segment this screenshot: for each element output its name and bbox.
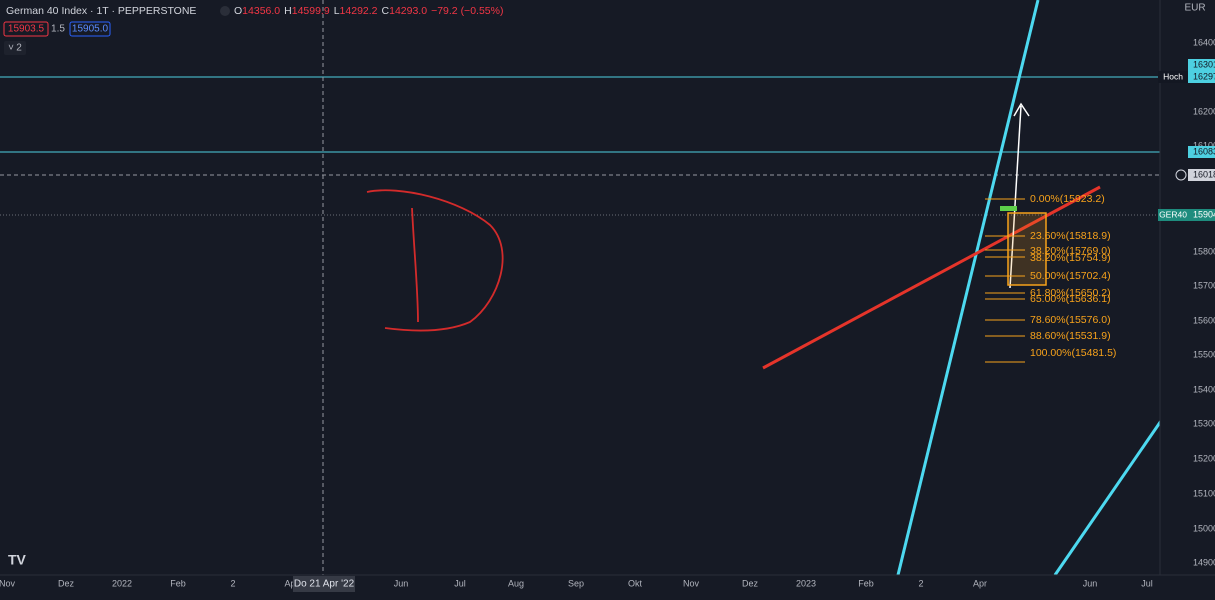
fib-label: 38.20%(15754.9) bbox=[1030, 252, 1111, 264]
ohlc-key: L bbox=[334, 5, 340, 17]
change: −79.2 (−0.55%) bbox=[431, 5, 503, 17]
freehand-drawing[interactable] bbox=[366, 189, 504, 332]
time-label: Dez bbox=[58, 578, 75, 588]
ohlc: O14356.0 H14599.9 L14292.2 C14293.0 −79.2 (−… bbox=[234, 5, 503, 17]
fib-label: 0.00%(15923.2) bbox=[1030, 193, 1105, 205]
time-axis[interactable] bbox=[0, 575, 1215, 600]
fib-label: 38.20%(15769.0) bbox=[1030, 245, 1111, 257]
crosshair-time: Do 21 Apr '22 bbox=[294, 579, 355, 590]
time-label: Jul bbox=[454, 578, 466, 588]
fib-label: 61.80%(15650.2) bbox=[1030, 287, 1111, 299]
ohlc-key: H bbox=[284, 5, 292, 17]
price-tag-name: GER40 bbox=[1159, 209, 1187, 219]
logo[interactable]: TV bbox=[8, 552, 27, 568]
marker bbox=[1000, 206, 1017, 211]
ohlc-key: C bbox=[382, 5, 390, 17]
price-label: 15100 bbox=[1193, 488, 1215, 498]
ask-box[interactable] bbox=[69, 21, 111, 37]
price-tag: 16018 bbox=[1193, 169, 1215, 179]
time-label: 2 bbox=[918, 578, 923, 588]
time-label: Jun bbox=[394, 578, 409, 588]
fib-box[interactable] bbox=[1007, 212, 1047, 286]
price-label: 16200 bbox=[1193, 106, 1215, 116]
price-label: 16400 bbox=[1193, 37, 1215, 47]
price-tag: 15904 bbox=[1193, 209, 1215, 219]
time-label: Nov bbox=[0, 578, 15, 588]
ohlc-value: 14356.0 bbox=[242, 5, 280, 17]
time-label: Sep bbox=[568, 578, 584, 588]
price-axis[interactable] bbox=[1160, 0, 1215, 600]
price-label: 15400 bbox=[1193, 384, 1215, 394]
spread: 1.5 bbox=[51, 24, 65, 35]
price-label: 16100 bbox=[1193, 140, 1215, 150]
time-label: Dez bbox=[742, 578, 759, 588]
bid-box[interactable] bbox=[3, 21, 49, 37]
price-label: 15200 bbox=[1193, 453, 1215, 463]
fib-label: 88.60%(15531.9) bbox=[1030, 330, 1111, 342]
price-tag-name-box bbox=[1158, 71, 1188, 83]
arrow[interactable] bbox=[1009, 102, 1030, 289]
price-tag-box bbox=[1188, 71, 1215, 83]
price-label: 15300 bbox=[1193, 418, 1215, 428]
crosshair-time-box bbox=[293, 576, 355, 592]
price-label: 15000 bbox=[1193, 523, 1215, 533]
chevron: ˅ bbox=[8, 43, 14, 54]
time-label: 2 bbox=[230, 578, 235, 588]
price-label: 15700 bbox=[1193, 280, 1215, 290]
time-label: Jul bbox=[1141, 578, 1153, 588]
price-tag-name: Hoch bbox=[1163, 71, 1183, 81]
time-label: Aug bbox=[508, 578, 524, 588]
price-tag-box bbox=[1188, 59, 1215, 71]
bid[interactable]: 15903.5 bbox=[8, 24, 45, 35]
time-label: Jun bbox=[1083, 578, 1098, 588]
price-tag: 16297 bbox=[1193, 71, 1215, 81]
fib-label: 23.60%(15818.9) bbox=[1030, 230, 1111, 242]
trend-line[interactable] bbox=[762, 185, 1101, 370]
time-label: Apr bbox=[973, 578, 987, 588]
price-tag-name-box bbox=[1158, 209, 1188, 221]
time-label: Nov bbox=[683, 578, 700, 588]
time-label: Ap bbox=[284, 578, 295, 588]
price-tag-box bbox=[1188, 169, 1215, 181]
time-label: Feb bbox=[170, 578, 186, 588]
fib-label: 50.00%(15702.4) bbox=[1030, 270, 1111, 282]
ohlc-value: 14293.0 bbox=[389, 5, 427, 17]
price-label: 15500 bbox=[1193, 349, 1215, 359]
fib-label: 65.00%(15636.1) bbox=[1030, 293, 1111, 305]
ohlc-key: O bbox=[234, 5, 242, 17]
trend-line[interactable] bbox=[896, 0, 1040, 576]
price-label: 15800 bbox=[1193, 246, 1215, 256]
price-tag-box bbox=[1188, 146, 1215, 158]
ask[interactable]: 15905.0 bbox=[72, 24, 109, 35]
ohlc-value: 14292.2 bbox=[340, 5, 378, 17]
indicator-count[interactable]: 2 bbox=[16, 43, 22, 54]
fib-label: 78.60%(15576.0) bbox=[1030, 314, 1111, 326]
fib-label: 100.00%(15481.5) bbox=[1030, 347, 1116, 359]
currency[interactable]: EUR bbox=[1184, 3, 1205, 14]
time-label: Okt bbox=[628, 578, 643, 588]
price-label: 14900 bbox=[1193, 557, 1215, 567]
ohlc-value: 14599.9 bbox=[292, 5, 330, 17]
add-alert[interactable] bbox=[1175, 169, 1187, 181]
time-label: 2023 bbox=[796, 578, 816, 588]
fib-lines bbox=[985, 198, 1025, 363]
price-tag-box bbox=[1188, 209, 1215, 221]
price-label: 15600 bbox=[1193, 315, 1215, 325]
price-tag: 16083 bbox=[1193, 146, 1215, 156]
trend-line[interactable] bbox=[1053, 417, 1165, 576]
visibility-icon[interactable] bbox=[220, 6, 230, 16]
indicator-toggle[interactable] bbox=[4, 41, 26, 55]
time-label: 2022 bbox=[112, 578, 132, 588]
symbol[interactable]: German 40 Index · 1T · PEPPERSTONE bbox=[6, 5, 196, 17]
time-label: Feb bbox=[858, 578, 874, 588]
